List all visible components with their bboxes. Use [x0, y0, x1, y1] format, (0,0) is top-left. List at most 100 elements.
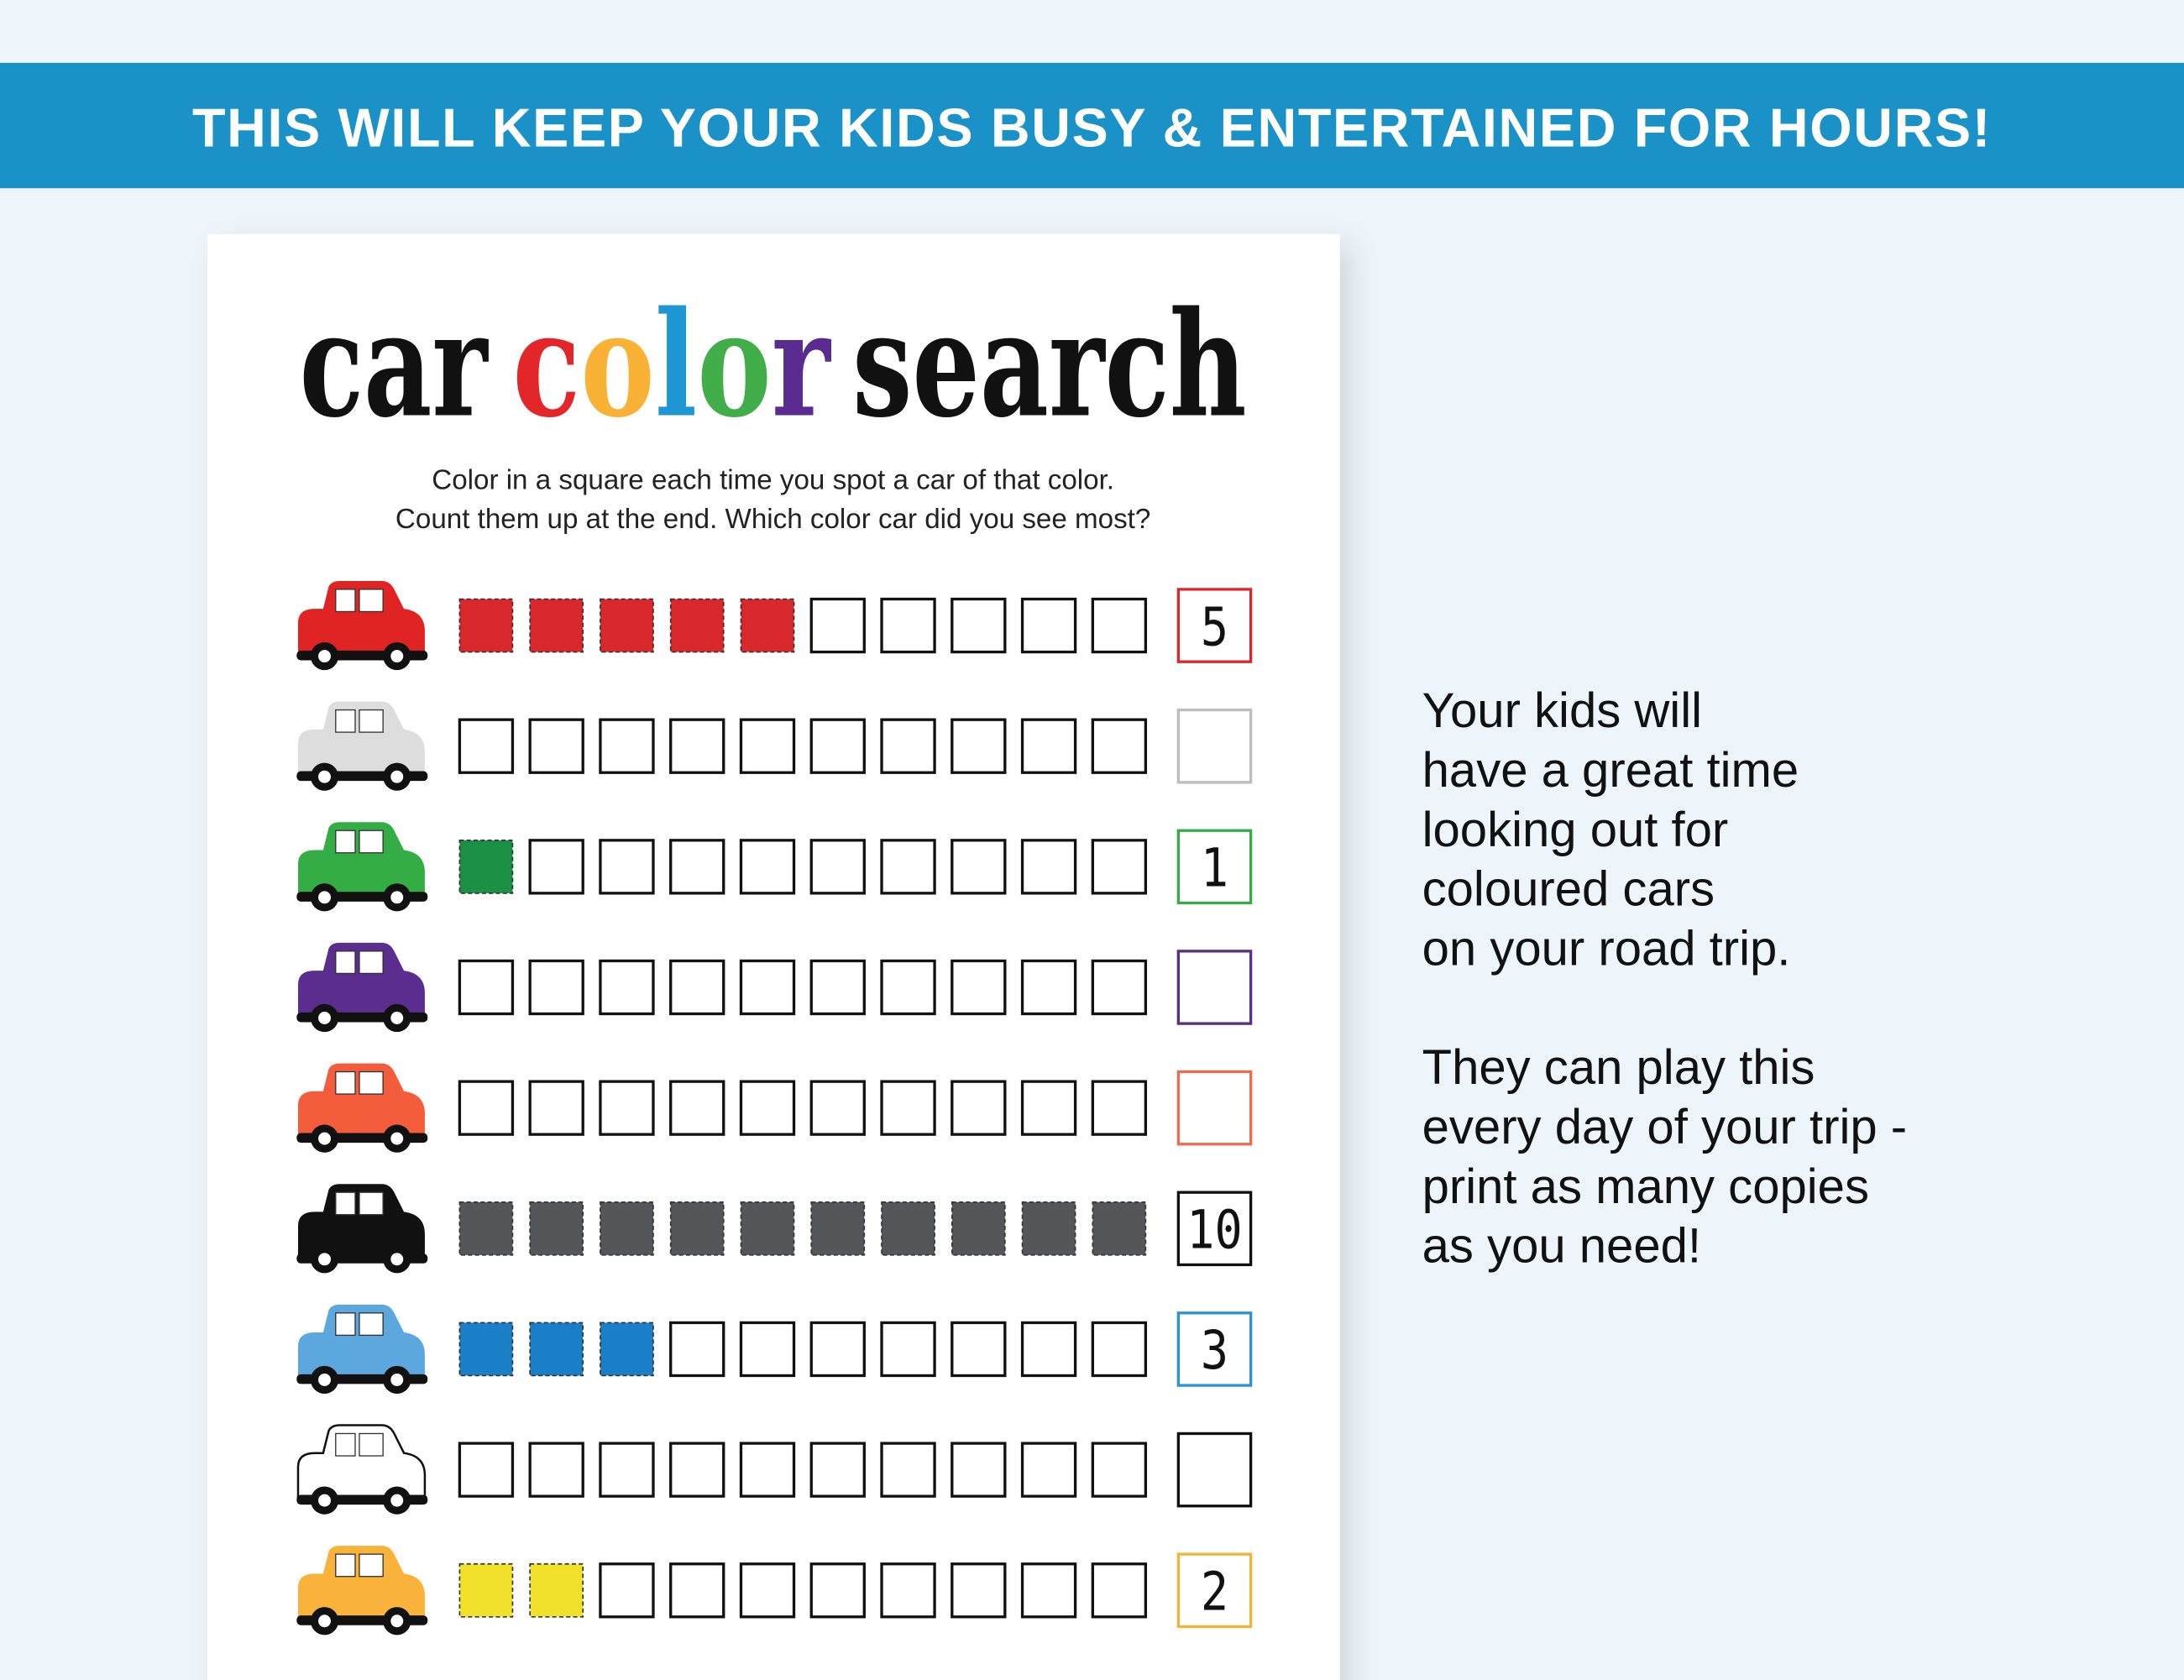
car-window: [335, 830, 356, 854]
empty-square: [880, 959, 936, 1016]
car-window: [359, 1432, 384, 1457]
car-window: [335, 1070, 356, 1095]
side-text: on your road trip.: [1422, 921, 1791, 976]
empty-square: [880, 1442, 936, 1498]
empty-square: [599, 1080, 655, 1136]
car-hub: [318, 1615, 331, 1628]
empty-square: [880, 839, 936, 895]
side-text: coloured cars: [1422, 862, 1715, 917]
instruction: Count them up at the end. Which color ca…: [395, 504, 1150, 535]
empty-square: [458, 1442, 515, 1498]
filled-square: [669, 1201, 725, 1256]
car-window: [359, 1553, 384, 1578]
empty-square: [599, 1442, 655, 1498]
empty-square: [528, 959, 584, 1016]
empty-square: [669, 1442, 725, 1498]
filled-square: [881, 1201, 935, 1256]
car-icon: [296, 1184, 428, 1274]
empty-square: [1020, 597, 1077, 654]
empty-square: [669, 1321, 725, 1378]
car-body: [297, 580, 425, 657]
empty-square: [1020, 1562, 1077, 1619]
empty-square: [1020, 718, 1077, 774]
empty-square: [1091, 959, 1148, 1016]
car-window: [359, 950, 384, 975]
car-body: [297, 1063, 425, 1139]
empty-square: [599, 1562, 655, 1619]
empty-square: [739, 1080, 796, 1136]
empty-square: [809, 959, 866, 1016]
car-hub: [318, 891, 331, 904]
car-body: [297, 1546, 425, 1621]
instruction: Color in a square each time you spot a c…: [432, 464, 1114, 495]
filled-square: [740, 1201, 795, 1256]
empty-square: [1020, 959, 1077, 1016]
car-window: [335, 1432, 356, 1457]
count-box: [1176, 950, 1253, 1025]
filled-square: [600, 598, 654, 653]
filled-square: [1021, 1201, 1076, 1256]
filled-square: [458, 1562, 514, 1618]
car-hub: [318, 1494, 331, 1507]
count-label: 3: [1201, 1319, 1228, 1381]
car-hub: [318, 650, 331, 663]
empty-square: [951, 1080, 1007, 1136]
empty-square: [739, 1321, 796, 1378]
car-hub: [318, 1132, 331, 1145]
empty-square: [880, 597, 936, 654]
car-hub: [390, 770, 404, 783]
empty-square: [739, 718, 796, 774]
car-body: [297, 1304, 425, 1380]
car-hub: [390, 1373, 404, 1386]
filled-square: [529, 1201, 584, 1256]
empty-square: [951, 718, 1007, 774]
empty-square: [1091, 1562, 1148, 1619]
car-icon: [296, 822, 428, 912]
side-text: looking out for: [1422, 803, 1729, 857]
count-box: [1176, 588, 1253, 663]
side-text: every day of your trip -: [1422, 1100, 1907, 1154]
filled-square: [458, 1321, 514, 1377]
car-body: [296, 1424, 427, 1502]
empty-square: [1020, 1080, 1077, 1136]
car-window: [359, 1191, 384, 1216]
car-icon: [296, 701, 428, 791]
count-box: [1176, 708, 1253, 784]
empty-square: [951, 1442, 1007, 1498]
empty-square: [1020, 1321, 1077, 1378]
car-body: [297, 1184, 425, 1259]
filled-square: [600, 1321, 654, 1377]
empty-square: [951, 839, 1007, 895]
empty-square: [1020, 1442, 1077, 1498]
filled-square: [669, 598, 725, 653]
count-box: [1176, 1431, 1253, 1508]
empty-square: [951, 959, 1007, 1016]
empty-square: [809, 1562, 866, 1619]
car-window: [359, 589, 384, 613]
empty-square: [528, 839, 584, 895]
car-window: [335, 1312, 356, 1337]
count-label: 2: [1201, 1560, 1228, 1622]
car-icon: [296, 1063, 428, 1153]
car-hub: [390, 1253, 404, 1266]
empty-square: [669, 959, 725, 1016]
title-word: search: [852, 280, 1246, 450]
empty-square: [739, 1562, 796, 1619]
empty-square: [528, 1442, 584, 1498]
banner: [0, 62, 2184, 189]
filled-square: [458, 1201, 514, 1256]
count-box: [1176, 829, 1253, 905]
empty-square: [880, 718, 936, 774]
empty-square: [809, 597, 866, 654]
car-icon: [296, 1546, 428, 1636]
car-icon: [296, 942, 428, 1033]
count-box: [1176, 1311, 1253, 1387]
empty-square: [458, 959, 515, 1016]
car-hub: [390, 1012, 404, 1024]
empty-square: [528, 718, 584, 774]
filled-square: [529, 1321, 584, 1377]
empty-square: [599, 959, 655, 1016]
empty-square: [880, 1562, 936, 1619]
empty-square: [809, 1442, 866, 1498]
car-hub: [390, 1132, 404, 1145]
